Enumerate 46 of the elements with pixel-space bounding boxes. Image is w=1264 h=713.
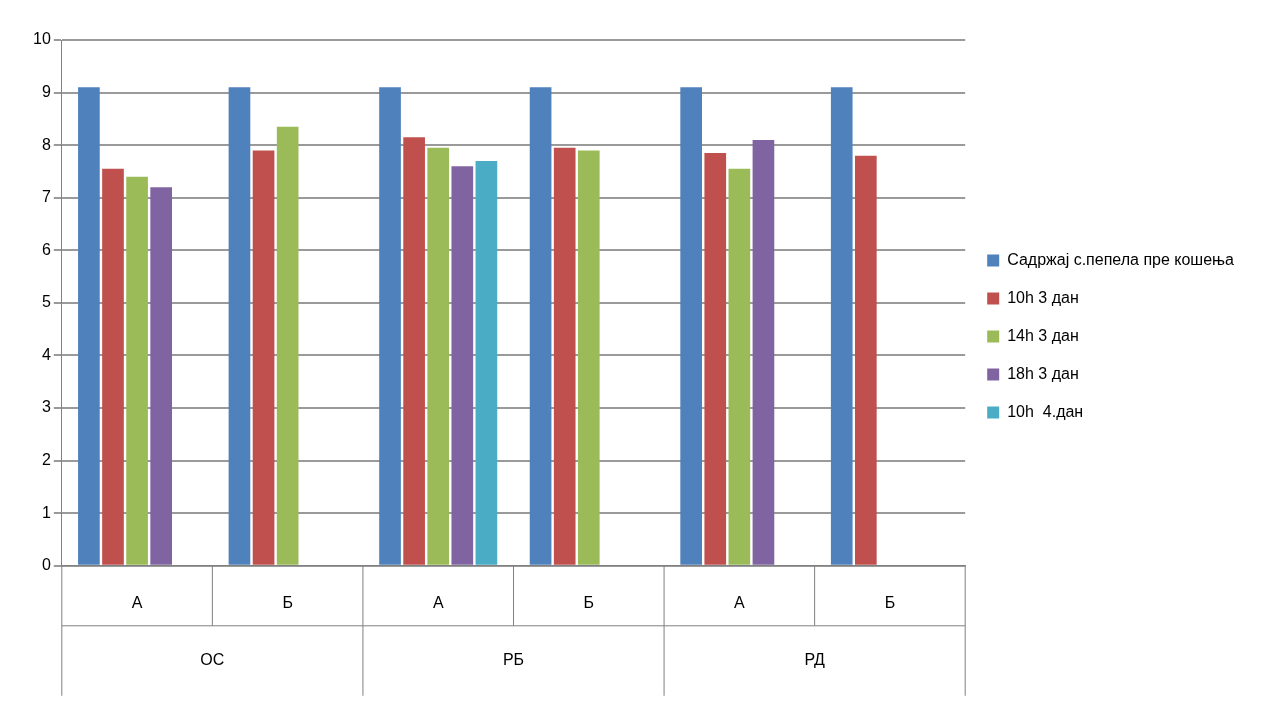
y-tick-label: 7: [41, 188, 51, 206]
y-tick-label: 5: [41, 293, 51, 311]
y-tick-label: 10: [33, 30, 51, 48]
bar: [577, 150, 600, 565]
bar: [228, 87, 251, 565]
legend-label: 14h 3 дан: [1007, 326, 1079, 344]
bar: [379, 87, 401, 565]
bar: [150, 187, 173, 565]
bar: [78, 87, 100, 565]
bar: [553, 147, 576, 565]
bar: [451, 166, 474, 565]
y-tick-label: 0: [41, 556, 51, 574]
y-tick-label: 4: [41, 345, 51, 363]
y-tick-label: 3: [41, 398, 51, 416]
bar: [830, 87, 853, 565]
bar: [102, 168, 124, 565]
y-tick-label: 9: [41, 82, 51, 100]
bar: [427, 147, 450, 565]
bar: [403, 137, 425, 565]
x-tick-label: Б: [884, 593, 896, 611]
bar: [126, 176, 148, 565]
legend-label: Садржај с.пепела пре кошења: [1007, 250, 1235, 268]
x-tick-label: А: [131, 593, 143, 611]
bar: [475, 160, 498, 565]
bar: [752, 139, 775, 565]
bar: [854, 155, 877, 565]
bar: [276, 126, 299, 565]
y-tick-label: 2: [41, 451, 51, 469]
bar: [680, 87, 703, 565]
text: ОС: [200, 651, 225, 669]
x-tick-label: Б: [583, 593, 595, 611]
text: РБ: [502, 651, 525, 669]
bar: [252, 150, 275, 565]
text: РД: [804, 651, 826, 669]
x-tick-label: А: [432, 593, 444, 611]
bar: [529, 87, 552, 565]
bar: [728, 168, 751, 565]
x-tick-label: А: [734, 593, 746, 611]
legend-label: 10h 4.дан: [1007, 402, 1084, 420]
legend-label: 10h 3 дан: [1007, 288, 1079, 306]
bar: [704, 153, 727, 565]
y-tick-label: 8: [41, 135, 51, 153]
y-tick-label: 6: [41, 240, 51, 258]
x-tick-label: Б: [282, 593, 293, 611]
legend-label: 18h 3 дан: [1007, 364, 1079, 382]
y-tick-label: 1: [41, 503, 51, 521]
